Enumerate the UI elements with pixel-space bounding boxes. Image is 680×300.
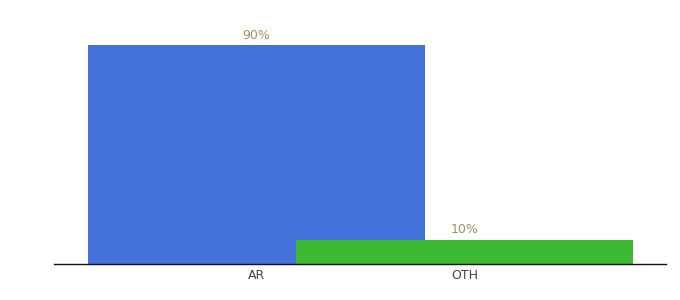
Bar <box>296 240 632 264</box>
Text: 10%: 10% <box>451 223 478 236</box>
Bar <box>88 45 424 264</box>
Text: 90%: 90% <box>243 29 270 42</box>
